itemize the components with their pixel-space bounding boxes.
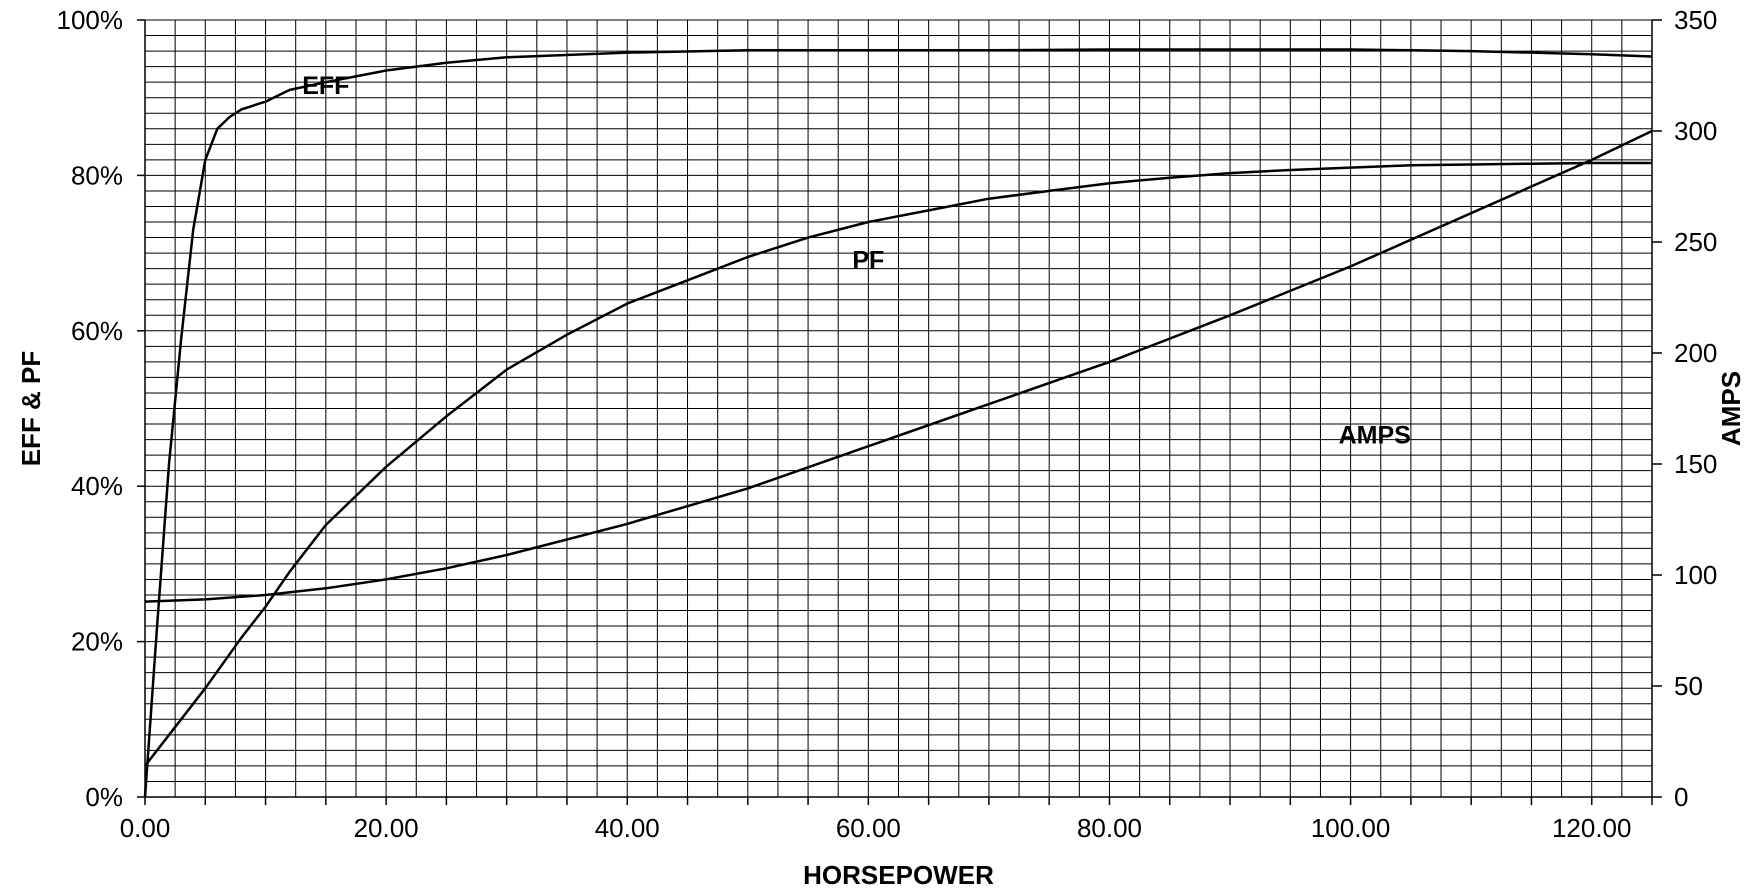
x-tick-label: 40.00	[595, 813, 660, 843]
labels-layer: 0.00 20.00 40.00 60.00 80.00 100.00 120.00 0% 20…	[57, 5, 1718, 843]
y-right-tick-label: 100	[1674, 560, 1717, 590]
x-tick-label: 120.00	[1552, 813, 1632, 843]
y-right-tick-label: 0	[1674, 782, 1688, 812]
y-left-tick-label: 40%	[71, 471, 123, 501]
y-left-axis-title: EFF & PF	[16, 351, 46, 467]
y-left-tick-label: 100%	[57, 5, 124, 35]
y-right-tick-label: 250	[1674, 227, 1717, 257]
y-left-tick-label: 0%	[85, 782, 123, 812]
y-right-tick-label: 50	[1674, 671, 1703, 701]
y-left-tick-label: 20%	[71, 627, 123, 657]
y-right-tick-label: 350	[1674, 5, 1717, 35]
series-line-pf	[144, 161, 1652, 767]
y-right-tick-label: 300	[1674, 116, 1717, 146]
series-layer	[143, 48, 1653, 798]
x-tick-label: 60.00	[836, 813, 901, 843]
curve-label-amps: AMPS	[1339, 421, 1411, 449]
x-axis-title: HORSEPOWER	[803, 860, 994, 890]
y-right-tick-label: 150	[1674, 449, 1717, 479]
y-right-tick-label: 200	[1674, 338, 1717, 368]
y-right-axis-title: AMPS	[1716, 371, 1746, 446]
axes	[137, 19, 1662, 805]
y-left-tick-label: 60%	[71, 316, 123, 346]
y-left-tick-label: 80%	[71, 160, 123, 190]
curve-label-pf: PF	[852, 247, 884, 275]
x-tick-label: 0.00	[120, 813, 171, 843]
x-tick-label: 20.00	[354, 813, 419, 843]
x-tick-label: 100.00	[1311, 813, 1391, 843]
grid	[144, 19, 1653, 798]
x-tick-label: 80.00	[1077, 813, 1142, 843]
series-line-amps	[144, 129, 1653, 603]
series-line-eff	[143, 48, 1653, 798]
curve-label-eff: EFF	[302, 72, 349, 100]
